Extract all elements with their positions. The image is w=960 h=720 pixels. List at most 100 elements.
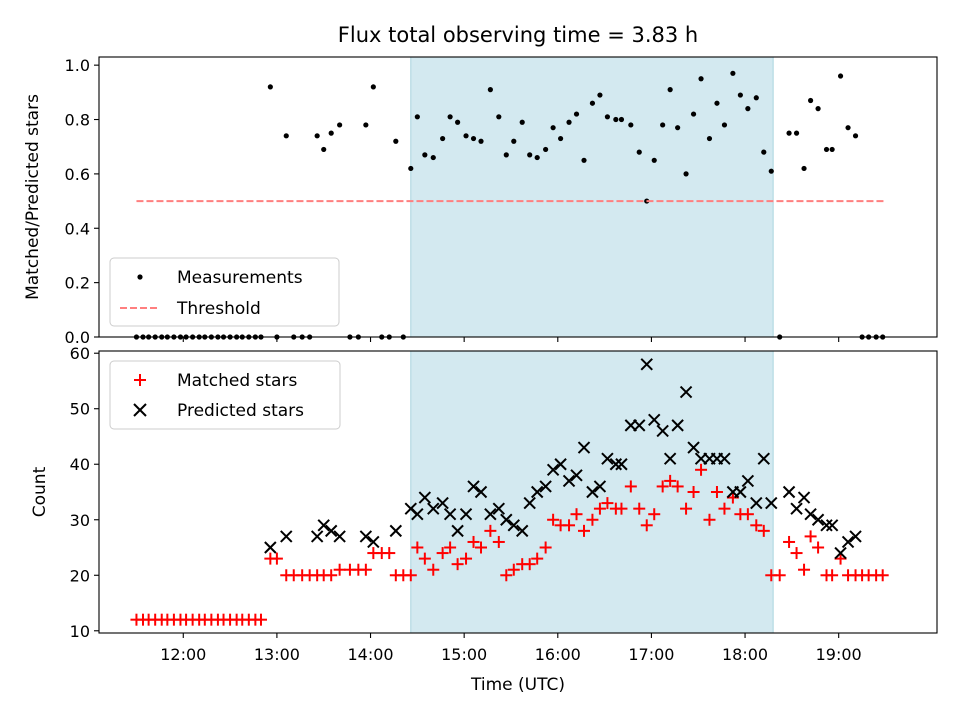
predicted-stars-point: [359, 530, 373, 543]
predicted-stars-point: [516, 524, 529, 538]
counts-y-tick-label: 10: [70, 622, 90, 641]
measurements-point: [363, 122, 369, 128]
measurements-point: [321, 146, 327, 153]
predicted-stars-point: [523, 496, 536, 510]
measurements-point: [447, 114, 453, 120]
measurements-point: [801, 165, 807, 172]
predicted-stars-point: [825, 519, 839, 532]
measurements-point: [618, 116, 625, 123]
x-tick-label: 17:00: [628, 645, 674, 664]
predicted-stars-point: [484, 507, 497, 521]
measurements-point: [807, 97, 814, 104]
measurements-point: [534, 154, 540, 161]
matched-stars-point: [741, 508, 754, 521]
matched-stars-point: [586, 513, 599, 526]
ratio-axes-frame: [98, 56, 938, 338]
predicted-stars-point: [834, 546, 847, 560]
matched-stars-point: [757, 524, 770, 537]
matched-stars-point: [718, 502, 731, 515]
measurements-point: [440, 135, 446, 142]
predicted-stars-point: [849, 530, 862, 543]
predicted-stars-point: [586, 485, 599, 499]
predicted-stars-point: [790, 502, 803, 515]
counts-legend-box: [109, 360, 341, 430]
measurements-point: [768, 168, 774, 174]
x-tick-label: 16:00: [535, 645, 581, 664]
measurements-point: [667, 87, 673, 93]
measurements-point: [597, 92, 603, 98]
counts-y-tick-label: 30: [70, 511, 90, 530]
matched-stars-point: [475, 541, 488, 554]
chart-title: Flux total observing time = 3.83 h: [338, 23, 698, 47]
predicted-stars-point: [367, 535, 380, 549]
matched-stars-point: [492, 535, 505, 548]
matched-stars-point: [467, 535, 480, 548]
ratio-shaded-region: [410, 57, 774, 337]
predicted-stars-point: [609, 458, 623, 471]
predicted-stars-point: [333, 530, 346, 543]
matched-stars-point: [570, 508, 583, 521]
measurements-point: [503, 152, 509, 158]
x-tick-label: 19:00: [816, 645, 862, 664]
measurements-point: [786, 130, 792, 136]
predicted-stars-point: [418, 491, 432, 504]
measurements-point: [470, 135, 477, 142]
ratio-y-tick-label: 0.0: [65, 328, 90, 347]
measurements-point: [414, 114, 420, 120]
matched-stars-point: [876, 569, 889, 582]
matched-stars-point: [671, 480, 684, 493]
measurements-point: [581, 157, 587, 163]
measurements-point: [487, 87, 493, 93]
measurements-point: [393, 138, 399, 144]
measurements-point: [793, 130, 800, 136]
measurements-point: [628, 122, 634, 128]
matched-stars-point: [539, 541, 552, 554]
predicted-stars-point: [782, 485, 796, 499]
matched-stars-point: [383, 547, 396, 560]
predicted-stars-point: [593, 480, 607, 493]
matched-stars-point: [773, 569, 786, 582]
measurements-point: [651, 157, 657, 163]
measurements-point: [558, 135, 564, 142]
matched-stars-point: [578, 524, 591, 537]
predicted-stars-point: [562, 474, 576, 488]
ratio-y-axis-label: Matched/Predicted stars: [23, 94, 43, 300]
predicted-stars-point: [280, 530, 293, 543]
ratio-panel: 0.0 0.2 0.4 0.6 0.8 1.0 Matched/Predicted sta…: [23, 56, 938, 347]
predicted-stars-point: [317, 519, 330, 532]
matched-stars-point: [254, 613, 267, 626]
measurements-point: [675, 125, 681, 131]
x-tick-label: 15:00: [441, 645, 487, 664]
measurements-point: [566, 119, 572, 125]
measurements-point: [737, 92, 743, 98]
counts-y-tick-label: 40: [70, 455, 90, 474]
counts-legend: Matched stars Predicted stars: [109, 360, 341, 430]
matched-stars-point: [812, 541, 825, 554]
counts-y-tick-label: 20: [70, 566, 90, 585]
measurements-point: [478, 138, 484, 144]
measurements-point: [721, 122, 728, 128]
matched-stars-point: [404, 569, 417, 582]
matched-stars-point: [427, 563, 440, 576]
predicted-stars-point: [718, 452, 731, 465]
ratio-y-tick-label: 0.4: [65, 219, 90, 238]
matched-stars-point: [703, 513, 716, 526]
measurements-point: [604, 114, 611, 120]
measurements-point: [761, 149, 767, 155]
predicted-stars-point: [741, 474, 755, 488]
matched-stars-point: [710, 486, 723, 498]
measurements-point: [690, 111, 697, 117]
counts-y-tick-label: 60: [70, 344, 90, 363]
measurements-point: [496, 114, 502, 120]
measurements-point: [337, 122, 343, 128]
matched-stars-point: [726, 491, 739, 504]
predicted-stars-point: [554, 458, 567, 471]
measurements-point: [328, 130, 334, 136]
measurements-point: [706, 135, 713, 142]
x-tick-label: 18:00: [722, 645, 768, 664]
predicted-stars-point: [570, 469, 583, 482]
measurements-point: [267, 84, 273, 90]
matched-stars-point: [270, 552, 283, 565]
matched-stars-point: [500, 569, 513, 582]
